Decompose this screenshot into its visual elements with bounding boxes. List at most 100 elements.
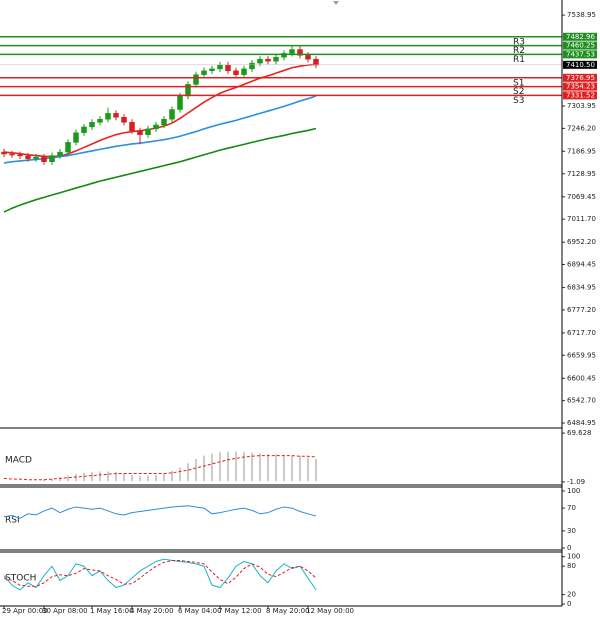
- candle-body: [201, 70, 207, 75]
- y-tick-label: 80: [567, 562, 576, 570]
- candle-body: [81, 126, 87, 133]
- candle-body: [57, 151, 63, 156]
- x-tick-label: 7 May 12:00: [218, 607, 262, 615]
- candle-body: [89, 122, 95, 128]
- candle-body: [161, 118, 167, 126]
- panel-title: STOCH: [5, 574, 36, 584]
- candle-body: [137, 130, 143, 135]
- level-name: R1: [513, 55, 525, 65]
- candle-body: [153, 124, 159, 130]
- y-tick-label: 69.628: [567, 429, 592, 437]
- candle-body: [281, 53, 287, 58]
- y-tick-label: 6659.95: [567, 351, 596, 359]
- candle-body: [257, 58, 263, 64]
- y-tick-label: 0: [567, 600, 571, 608]
- candle-body: [41, 156, 47, 163]
- candle-body: [1, 151, 7, 155]
- candle-body: [17, 154, 23, 157]
- line-series: [3, 63, 317, 158]
- x-tick-label: 12 May 00:00: [306, 607, 354, 615]
- x-tick-label: 8 May 20:00: [266, 607, 310, 615]
- level-price: 7482.96: [566, 33, 595, 41]
- y-tick-label: 0: [567, 544, 571, 552]
- x-tick-label: 29 Apr 00:00: [2, 607, 48, 615]
- line-series: [3, 505, 317, 519]
- level-price: 7354.23: [566, 83, 595, 91]
- level-price-box: [563, 32, 597, 41]
- line-series: [3, 558, 317, 591]
- candle-body: [289, 49, 295, 54]
- y-tick-label: 6542.70: [567, 397, 596, 405]
- level-name: S1: [513, 78, 524, 88]
- candle-body: [145, 128, 151, 135]
- candle-body: [49, 155, 55, 163]
- candle-body: [297, 49, 303, 56]
- y-tick-label: -1.09: [567, 478, 585, 486]
- candle-body: [177, 95, 183, 110]
- x-tick-label: 4 May 20:00: [130, 607, 174, 615]
- line-series: [3, 95, 317, 164]
- level-price-box: [563, 50, 597, 59]
- level-price-box: [563, 82, 597, 91]
- last-price: 7410.50: [566, 61, 595, 69]
- y-tick-label: 7186.95: [567, 147, 596, 155]
- y-tick-label: 6717.70: [567, 329, 596, 337]
- candle-body: [273, 57, 279, 62]
- y-tick-label: 7303.95: [567, 102, 596, 110]
- level-price-box: [563, 91, 597, 100]
- candle-body: [121, 117, 127, 123]
- line-series: [3, 455, 317, 481]
- y-tick-label: 7069.45: [567, 193, 596, 201]
- level-name: R3: [513, 37, 525, 47]
- level-price-box: [563, 73, 597, 82]
- y-tick-label: 6600.45: [567, 374, 596, 382]
- y-tick-label: 20: [567, 591, 576, 599]
- candle-body: [73, 132, 79, 143]
- level-price: 7437.53: [566, 50, 595, 58]
- level-name: S2: [513, 87, 524, 97]
- panel-title: RSI: [5, 516, 20, 526]
- line-series: [3, 560, 317, 588]
- candle-body: [113, 113, 119, 118]
- level-name: S3: [513, 96, 524, 106]
- y-tick-label: 6894.45: [567, 261, 596, 269]
- level-price-box: [563, 41, 597, 50]
- last-price-box: [563, 60, 597, 69]
- level-price: 7331.52: [566, 91, 595, 99]
- candle-body: [265, 58, 271, 62]
- candle-body: [33, 156, 39, 159]
- level-name: R2: [513, 46, 525, 56]
- candle-body: [169, 109, 175, 120]
- candle-body: [305, 55, 311, 60]
- candle-body: [249, 62, 255, 70]
- candle-body: [241, 68, 247, 75]
- candle-body: [25, 155, 31, 159]
- candle-body: [313, 58, 319, 66]
- level-price: 7376.95: [566, 74, 595, 82]
- candle-body: [233, 70, 239, 75]
- candle-body: [97, 118, 103, 123]
- candle-body: [129, 122, 135, 132]
- y-tick-label: 70: [567, 504, 576, 512]
- y-tick-label: 7011.70: [567, 215, 596, 223]
- y-tick-label: 100: [567, 487, 580, 495]
- y-tick-label: 7246.20: [567, 124, 596, 132]
- candle-body: [65, 142, 71, 153]
- shift-marker: [333, 1, 339, 5]
- candle-body: [209, 68, 215, 72]
- y-tick-label: 6834.95: [567, 284, 596, 292]
- y-tick-label: 6484.95: [567, 419, 596, 427]
- candle-body: [225, 64, 231, 72]
- candle-body: [9, 153, 15, 156]
- level-price: 7460.25: [566, 42, 595, 50]
- y-tick-label: 7128.95: [567, 170, 596, 178]
- line-series: [3, 127, 317, 213]
- candle-body: [217, 64, 223, 70]
- x-tick-label: 30 Apr 08:00: [42, 607, 88, 615]
- y-tick-label: 6777.20: [567, 306, 596, 314]
- x-tick-label: 6 May 04:00: [178, 607, 222, 615]
- y-tick-label: 7538.95: [567, 11, 596, 19]
- panel-title: MACD: [5, 456, 32, 466]
